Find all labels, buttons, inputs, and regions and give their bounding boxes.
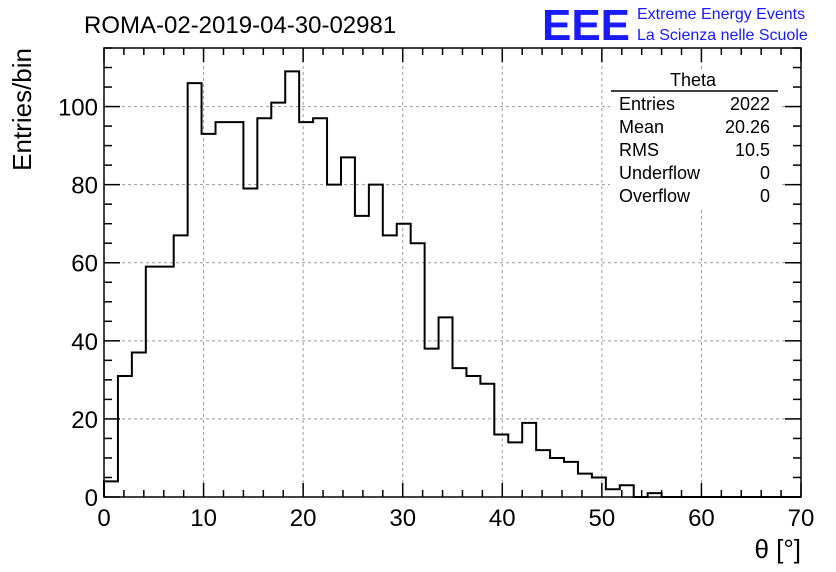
y-tick-label: 40 [71, 329, 98, 356]
histogram-series [103, 70, 801, 498]
y-tick-label: 20 [71, 407, 98, 434]
stats-value-overflow: 0 [760, 186, 770, 206]
y-axis-label: Entries/bin [7, 48, 37, 171]
stats-box: Theta Entries 2022 Mean 20.26 RMS 10.5 U… [610, 70, 780, 210]
stats-value-entries: 2022 [730, 94, 770, 114]
x-tick-label: 50 [589, 505, 616, 532]
y-tick-label: 0 [85, 485, 98, 512]
stats-title: Theta [670, 70, 717, 90]
x-tick-label: 20 [290, 505, 317, 532]
chart-title: ROMA-02-2019-04-30-02981 [84, 12, 396, 39]
tick-labels: 0 10 20 30 40 50 60 70 0 20 40 60 80 100 [58, 95, 814, 532]
logo-letters: EEE [542, 1, 630, 50]
y-tick-label: 80 [71, 173, 98, 200]
stats-value-rms: 10.5 [735, 140, 770, 160]
stats-value-underflow: 0 [760, 163, 770, 183]
stats-label-underflow: Underflow [619, 163, 701, 183]
x-tick-label: 30 [389, 505, 416, 532]
stats-label-entries: Entries [619, 94, 675, 114]
stats-label-rms: RMS [619, 140, 659, 160]
stats-label-overflow: Overflow [619, 186, 691, 206]
logo-line-1: Extreme Energy Events [637, 6, 805, 23]
logo-line-2: La Scienza nelle Scuole [637, 27, 808, 44]
x-tick-label: 70 [788, 505, 815, 532]
plot-frame [103, 47, 802, 498]
x-tick-label: 10 [190, 505, 217, 532]
eee-logo: EEE Extreme Energy Events La Scienza nel… [542, 1, 808, 50]
x-tick-label: 0 [97, 505, 110, 532]
y-tick-label: 100 [58, 95, 98, 122]
x-tick-label: 60 [688, 505, 715, 532]
stats-box-bg [610, 72, 780, 210]
stats-label-mean: Mean [619, 117, 664, 137]
x-axis-label: θ [°] [754, 534, 801, 564]
y-tick-label: 60 [71, 251, 98, 278]
x-tick-label: 40 [489, 505, 516, 532]
stats-value-mean: 20.26 [725, 117, 770, 137]
